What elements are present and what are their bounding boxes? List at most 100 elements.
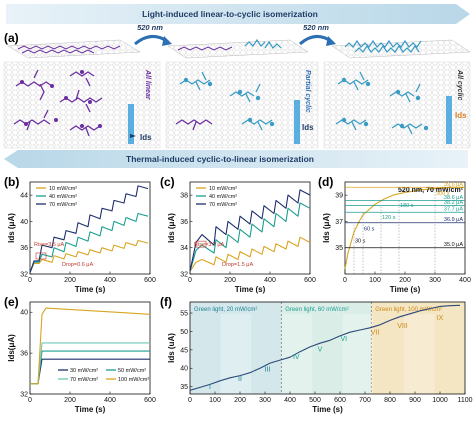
x-tick-label: 400 [264,277,276,284]
axes-frame [189,181,311,275]
y-tick-label: 36 [180,219,188,226]
stage-label: VI [340,336,347,343]
banner-bottom-arrow [4,150,468,168]
banner-top-arrow [6,4,470,24]
level-label: 38.2 μA [444,200,463,206]
x-tick-label: 400 [104,277,116,284]
chart-e: 0 200 400 600 32 36 40 Time (s) Ids(μA) (e) 30 mW/… [4,295,156,414]
series-line-3 [29,185,149,273]
x-tick-label: 600 [144,397,156,404]
stage-label: VIII [397,323,408,330]
stage-label: IV [293,354,300,361]
axes-frame [29,181,151,275]
band-2 [281,302,372,394]
series-line-1 [344,186,465,269]
x-tick-label: 700 [359,397,371,404]
annotation-rise: Rise=3.5 μA [34,242,65,248]
x-tick-label: 0 [188,277,192,284]
chart-title: 520 nm, 70 mW/cm² [398,187,464,194]
ids-label-1: Ids [140,133,152,142]
stage-label: III [265,366,271,373]
level-label: 35.0 μA [444,242,463,248]
state1-label: All linear [144,69,151,101]
wavelength-label-1: 520 nm [137,23,163,32]
legend-entry: 10 mW/cm² [209,186,237,192]
x-axis-label: Time (s) [75,285,106,294]
series-line-3 [189,189,311,272]
y-tick-label: 37 [335,219,343,226]
x-tick-label: 500 [309,397,321,404]
x-tick-label: 800 [384,397,396,404]
stage-label: II [238,376,242,383]
ids-bar-2 [294,100,300,144]
panel-letter: (d) [318,175,333,189]
chart-d: 0 100 200 300 400 35 37 39 Time (s) Ids (μA) (d) 52… [318,175,471,294]
x-tick-label: 200 [224,277,236,284]
y-tick-label: 40 [20,219,28,226]
time-label: 60 s [364,227,375,233]
x-axis-label: Time (s) [390,285,421,294]
y-tick-label: 36 [20,351,28,358]
x-tick-label: 0 [343,277,347,284]
panel-a-letter: (a) [4,31,19,45]
series-line-1 [189,236,311,272]
legend-entry: 40 mW/cm² [49,194,77,200]
y-tick-label: 45 [180,347,188,354]
stage-label: I [209,384,211,391]
ids-bar-3 [446,96,452,144]
state2-label: Partial cyclic [304,70,311,113]
x-tick-label: 1000 [432,397,448,404]
stage-stripe [403,314,435,394]
y-tick-label: 36 [20,245,28,252]
legend-entry: 50 mW/cm² [118,368,146,374]
x-tick-label: 200 [399,277,411,284]
x-tick-label: 200 [234,397,246,404]
panel-letter: (f) [160,295,172,309]
annotation-drop: Drop=0.6 μA [62,262,93,268]
ids-label-2: Ids [302,123,314,132]
annotation-box [195,240,207,248]
x-tick-label: 600 [334,397,346,404]
x-axis-label: Time (s) [235,285,266,294]
level-label: 39.6 μA [444,182,463,188]
y-tick-label: 35 [180,384,188,391]
y-tick-label: 34 [180,245,188,252]
legend-entry: 70 mW/cm² [209,202,237,208]
chart-f: Green light, 20 mW/cm² Green light, 60 mW… [160,295,473,414]
annotation-box [35,252,47,260]
state-box-linear: All linear Ids [3,61,161,149]
level-label: 36.9 μA [444,217,463,223]
band-label-2: Green light, 60 mW/cm² [285,307,348,313]
y-tick-label: 32 [180,272,188,279]
y-tick-label: 55 [180,311,188,318]
chart-c: 0 200 400 600 32 34 36 38 Time (s) Ids (μA) (c) 10 … [160,175,316,294]
x-tick-label: 0 [28,277,32,284]
x-tick-label: 300 [429,277,441,284]
x-tick-label: 100 [209,397,221,404]
series-line-2 [189,202,311,272]
stage-stripe [342,314,374,394]
series-line-2 [29,212,149,273]
state-box-cyclic: All cyclic Ids [323,61,471,149]
stage-label: V [318,346,323,353]
y-tick-label: 40 [180,366,188,373]
x-tick-label: 300 [259,397,271,404]
y-tick-label: 35 [335,245,343,252]
substrate-row: 520 nm 520 nm [7,23,471,59]
y-tick-label: 32 [20,272,28,279]
banner-bottom-text: Thermal-induced cyclic-to-linear isomeri… [126,154,314,164]
axes-frame [29,301,151,395]
y-tick-label: 50 [180,329,188,336]
band-1 [190,302,282,394]
legend-entry: 70 mW/cm² [49,202,77,208]
y-axis-label: Ids (μA) [322,213,331,243]
axes-frame [189,301,466,395]
time-label: 30 s [355,238,366,244]
panel-letter: (e) [4,295,19,309]
x-tick-label: 0 [188,397,192,404]
stage-label: IX [437,315,444,322]
x-tick-label: 200 [64,277,76,284]
x-tick-label: 600 [304,277,316,284]
